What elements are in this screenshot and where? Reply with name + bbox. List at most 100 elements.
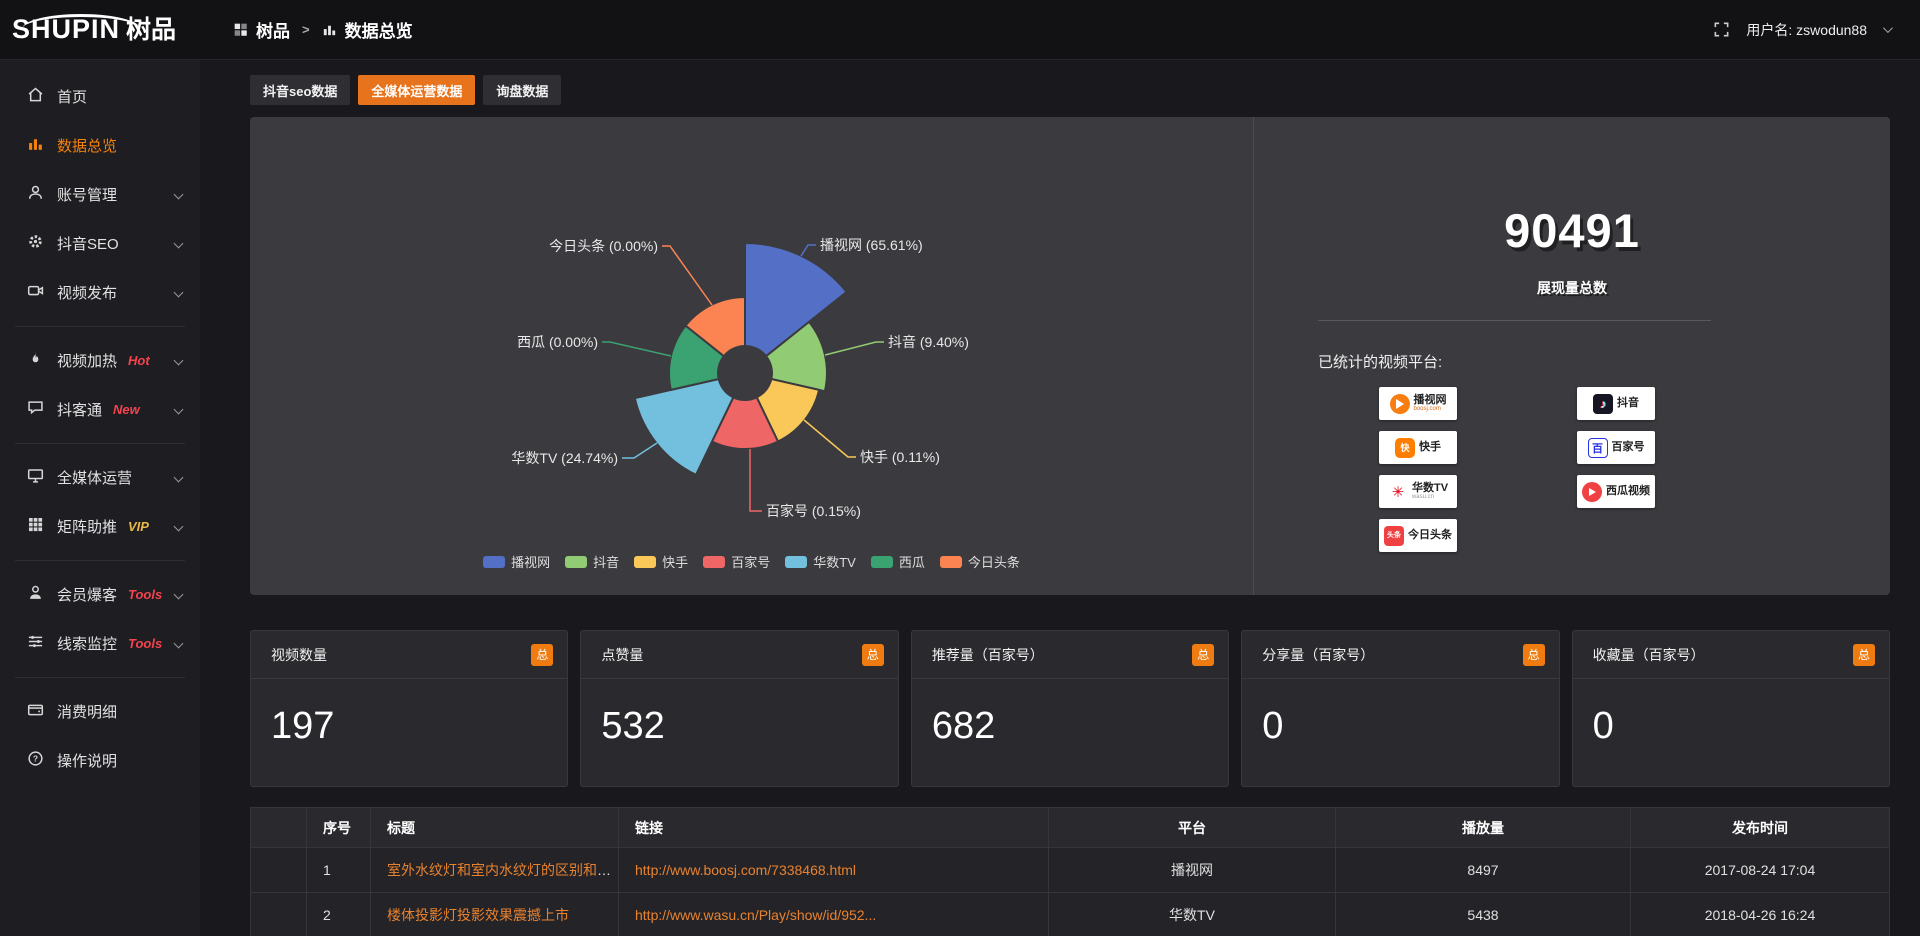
breadcrumb-root[interactable]: 树品	[256, 22, 290, 41]
rose-chart: 播视网 (65.61%) 抖音 (9.40%) 快手 (0.11%) 百家号 (0.1…	[250, 117, 1253, 595]
legend-item-2[interactable]: 快手	[634, 552, 688, 571]
pie-slice-4[interactable]	[633, 377, 735, 477]
sidebar-item-label: 线索监控	[57, 636, 118, 653]
stat-card-header: 视频数量 总	[251, 631, 568, 679]
chevron-down-icon[interactable]	[1882, 23, 1893, 34]
baijiahao-logo: 百	[1587, 437, 1608, 458]
chevron-down-icon	[173, 521, 184, 532]
platform-sub: wasu.cn	[1411, 494, 1434, 501]
platform-badge-xigua: 西瓜视频	[1577, 475, 1655, 508]
sidebar-item-monitor[interactable]: 全媒体运营	[0, 453, 200, 502]
column-header-5: 发布时间	[1630, 807, 1890, 848]
sidebar-item-home[interactable]: 首页	[0, 72, 200, 121]
video-title-link[interactable]: 楼体投影灯投影效果震撼上市	[387, 907, 569, 923]
sidebar-item-member[interactable]: 会员爆客 Tools	[0, 570, 200, 619]
stat-card-value: 532	[601, 705, 665, 747]
legend-swatch	[785, 555, 808, 568]
sidebar-item-label: 矩阵助推	[57, 519, 118, 536]
chevron-down-icon	[173, 404, 184, 415]
cell-no: 1	[306, 847, 371, 893]
sidebar-item-badge: New	[113, 402, 140, 417]
sidebar-item-badge: VIP	[128, 519, 149, 534]
sidebar-item-label: 账号管理	[57, 187, 118, 204]
sidebar-item-sliders[interactable]: 线索监控 Tools	[0, 619, 200, 668]
cell-platform: 华数TV	[1048, 892, 1336, 936]
sidebar-item-gear[interactable]: 抖音SEO	[0, 219, 200, 268]
sidebar-item-video-publish[interactable]: 视频发布	[0, 268, 200, 317]
sidebar-item-label: 全媒体运营	[57, 470, 133, 487]
stat-card-4: 收藏量（百家号） 总 0	[1571, 630, 1891, 787]
legend-label: 西瓜	[898, 555, 925, 570]
fullscreen-icon[interactable]	[1713, 21, 1730, 38]
pie-slice-3[interactable]	[710, 395, 780, 451]
cell-plays: 5438	[1335, 892, 1631, 936]
pie-slice-1[interactable]	[764, 320, 828, 393]
sidebar-item-wallet[interactable]: 消费明细	[0, 687, 200, 736]
sidebar-item-label: 抖音SEO	[57, 236, 119, 253]
stat-cards-row: 视频数量总 197 点赞量总 532 推荐量（百家号）总 682 分享量（百家号）总 0 收藏量…	[250, 630, 1891, 787]
pie-slice-0[interactable]	[744, 241, 849, 358]
total-impressions-label: 展现量总数	[1537, 280, 1607, 296]
platform-name: 华数TV	[1411, 482, 1449, 495]
pie-slice-2[interactable]	[755, 377, 821, 443]
sidebar-item-grid[interactable]: 矩阵助推 VIP	[0, 502, 200, 551]
tab-1[interactable]: 全媒体运营数据	[358, 75, 476, 105]
video-title-link[interactable]: 室外水纹灯和室内水纹灯的区别和简介	[387, 862, 619, 878]
sidebar-item-label: 数据总览	[57, 138, 118, 155]
pie-label-2: 快手 (0.11%)	[860, 449, 940, 465]
kuaishou-logo: 快	[1395, 437, 1415, 458]
pie-label-1: 抖音 (9.40%)	[888, 334, 969, 350]
legend-label: 百家号	[731, 555, 771, 570]
boosj-logo	[1389, 393, 1410, 414]
legend-item-4[interactable]: 华数TV	[785, 552, 856, 571]
grid-icon	[27, 516, 57, 537]
platform-badge-kuaishou: 快快手	[1379, 431, 1457, 464]
sidebar-item-label: 首页	[57, 89, 88, 106]
chevron-down-icon	[173, 638, 184, 649]
video-url-link[interactable]: http://www.boosj.com/7338468.html	[635, 862, 857, 878]
column-header-3: 平台	[1048, 807, 1336, 848]
svg-text:?: ?	[33, 754, 38, 764]
stat-card-title: 视频数量	[271, 646, 327, 663]
stat-card-value: 197	[271, 705, 335, 747]
legend-item-5[interactable]: 西瓜	[870, 552, 925, 571]
platform-name: 西瓜视频	[1606, 485, 1650, 498]
sidebar-item-heat[interactable]: 视频加热 Hot	[0, 336, 200, 385]
sidebar-item-badge: Tools	[128, 587, 163, 602]
header-right: 用户名: zswodun88	[1713, 20, 1893, 40]
chevron-down-icon	[173, 472, 184, 483]
legend-item-0[interactable]: 播视网	[483, 552, 550, 571]
toutiao-logo: 头条	[1384, 525, 1404, 546]
stat-card-2: 推荐量（百家号） 总 682	[910, 630, 1230, 787]
legend-item-6[interactable]: 今日头条	[939, 552, 1020, 571]
legend-item-1[interactable]: 抖音	[565, 552, 619, 571]
breadcrumb-current: 数据总览	[344, 22, 413, 41]
pie-slice-6[interactable]	[684, 295, 746, 358]
legend-item-3[interactable]: 百家号	[703, 552, 770, 571]
video-url-link[interactable]: http://www.wasu.cn/Play/show/id/952...	[635, 907, 877, 923]
sidebar-item-chat[interactable]: 抖客通 New	[0, 385, 200, 434]
chevron-down-icon	[173, 589, 184, 600]
tab-0[interactable]: 抖音seo数据	[250, 75, 351, 105]
platform-name: 百家号	[1611, 441, 1645, 454]
heat-icon	[27, 350, 57, 371]
pie-label-line-0	[800, 244, 816, 257]
total-badge: 总	[861, 643, 884, 666]
chevron-down-icon	[173, 287, 184, 298]
stat-card-0: 视频数量 总 197	[250, 630, 569, 787]
sidebar-item-question[interactable]: ? 操作说明	[0, 736, 200, 785]
username[interactable]: 用户名: zswodun88	[1746, 21, 1867, 38]
sidebar-item-label: 消费明细	[57, 704, 118, 721]
pie-slice-5[interactable]	[668, 324, 726, 392]
app-logo[interactable]: SHUPIN 树品	[0, 14, 200, 44]
stat-card-1: 点赞量 总 532	[580, 630, 899, 787]
cell-platform: 播视网	[1048, 847, 1336, 893]
sidebar-item-user[interactable]: 账号管理	[0, 170, 200, 219]
rose-chart-svg: 播视网 (65.61%) 抖音 (9.40%) 快手 (0.11%) 百家号 (0.1…	[511, 237, 969, 519]
stat-card-header: 推荐量（百家号） 总	[911, 631, 1229, 679]
data-tabs: 抖音seo数据 全媒体运营数据 询盘数据	[250, 75, 1890, 105]
sidebar-item-bar-chart[interactable]: 数据总览	[0, 121, 200, 170]
logo-arc	[22, 14, 140, 44]
legend-label: 今日头条	[967, 555, 1020, 570]
tab-2[interactable]: 询盘数据	[483, 75, 562, 105]
